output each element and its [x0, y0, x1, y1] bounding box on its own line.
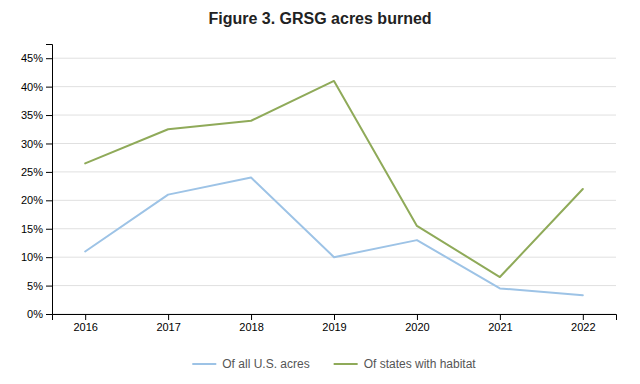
y-tick: 30%: [21, 137, 52, 149]
legend-swatch: [192, 363, 216, 365]
x-tick: 2021: [488, 314, 512, 333]
x-tick: 2020: [405, 314, 429, 333]
title: Figure 3. GRSG acres burned: [208, 10, 431, 27]
y-tick-mark: [46, 314, 52, 315]
grid-line: [52, 200, 616, 201]
y-tick-label: 35%: [21, 109, 43, 121]
y-tick: 45%: [21, 52, 52, 64]
legend-swatch: [334, 363, 358, 365]
grid-line: [52, 86, 616, 87]
y-tick: 40%: [21, 81, 52, 93]
plot: 2016 2017 2018 2019 2020 2021 2022 0% 5% 10% 15% 20…: [21, 45, 617, 333]
y-tick-label: 25%: [21, 166, 43, 178]
y-tick-mark: [46, 143, 52, 144]
x-tick-mark: [583, 314, 584, 320]
y-tick-mark: [46, 286, 52, 287]
y-tick-mark: [46, 200, 52, 201]
y-tick: 0%: [27, 308, 52, 320]
y-tick-mark: [46, 172, 52, 173]
y-tick: 35%: [21, 109, 52, 121]
y-tick-label: 0%: [27, 308, 43, 320]
x-tick: 2016: [73, 314, 97, 333]
grid-line: [52, 58, 616, 59]
y-tick-mark: [46, 229, 52, 230]
y-tick-label: 10%: [21, 251, 43, 263]
x-tick: 2022: [571, 314, 595, 333]
y-tick: 15%: [21, 223, 52, 235]
y-axis: 0% 5% 10% 15% 20% 25% 30% 35% 40% 45%: [21, 45, 53, 321]
y-tick-label: 5%: [27, 280, 43, 292]
grid-line: [52, 171, 616, 172]
y-tick: 10%: [21, 251, 52, 263]
x-tick-mark: [251, 314, 252, 320]
x-tick-label: 2019: [322, 321, 346, 333]
y-tick-mark: [46, 58, 52, 59]
y-tick-mark: [46, 115, 52, 116]
y-tick-mark: [46, 257, 52, 258]
y-tick-label: 30%: [21, 137, 43, 149]
x-axis: 2016 2017 2018 2019 2020 2021 2022: [53, 314, 617, 333]
x-tick-mark: [417, 314, 418, 320]
x-tick: 2018: [239, 314, 263, 333]
x-tick-label: 2022: [571, 321, 595, 333]
lines: [85, 81, 583, 295]
x-tick-label: 2020: [405, 321, 429, 333]
y-tick-label: 20%: [21, 194, 43, 206]
x-tick-mark: [500, 314, 501, 320]
y-axis-line: [46, 45, 53, 315]
y-tick-mark: [46, 87, 52, 88]
y-tick: 20%: [21, 194, 52, 206]
x-tick-mark: [334, 314, 335, 320]
series-line: [85, 81, 583, 277]
y-tick: 5%: [27, 280, 52, 292]
grid-line: [52, 228, 616, 229]
x-tick-mark: [85, 314, 86, 320]
y-tick: 25%: [21, 166, 52, 178]
x-tick: 2019: [322, 314, 346, 333]
grid-line: [52, 115, 616, 116]
legend-item: Of states with habitat: [334, 357, 477, 371]
x-tick-label: 2016: [73, 321, 97, 333]
grid: [52, 58, 616, 314]
x-tick-label: 2021: [488, 321, 512, 333]
y-tick-label: 40%: [21, 81, 43, 93]
grid-line: [52, 285, 616, 286]
x-tick-label: 2017: [156, 321, 180, 333]
legend-item: Of all U.S. acres: [192, 357, 309, 371]
x-axis-line: [53, 315, 617, 321]
series-line: [85, 178, 583, 296]
chart: Figure 3. GRSG acres burned2016201720182…: [0, 0, 640, 384]
x-tick-mark: [168, 314, 169, 320]
legend-label: Of all U.S. acres: [222, 357, 309, 371]
x-tick-label: 2018: [239, 321, 263, 333]
x-tick: 2017: [156, 314, 180, 333]
y-tick-label: 45%: [21, 52, 43, 64]
y-tick-label: 15%: [21, 223, 43, 235]
legend: Of all U.S. acres Of states with habitat: [192, 357, 476, 371]
legend-label: Of states with habitat: [364, 357, 477, 371]
